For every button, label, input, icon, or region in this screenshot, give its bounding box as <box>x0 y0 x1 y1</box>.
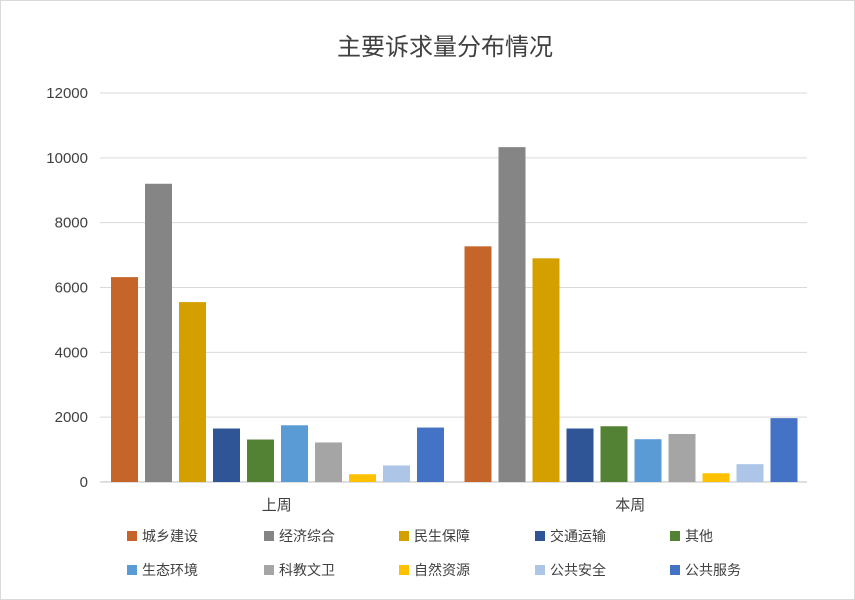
legend-swatch <box>535 565 545 575</box>
legend-swatch <box>670 565 680 575</box>
y-tick-label: 4000 <box>55 344 88 361</box>
x-axis-categories: 上周 本周 <box>262 496 646 514</box>
y-axis-ticks: 0 2000 4000 6000 8000 10000 12000 <box>46 85 88 491</box>
bar-0-3 <box>213 428 240 482</box>
legend-label: 公共服务 <box>685 563 741 579</box>
legend-label: 生态环境 <box>142 563 198 579</box>
y-tick-label: 10000 <box>46 150 88 167</box>
legend-label: 科教文卫 <box>279 563 335 579</box>
y-tick-label: 6000 <box>55 280 88 297</box>
bar-0-6 <box>315 442 342 482</box>
legend-swatch <box>127 531 137 541</box>
legend-swatch <box>399 565 409 575</box>
y-tick-label: 8000 <box>55 215 88 232</box>
legend-label: 民生保障 <box>414 529 470 545</box>
legend-swatch <box>670 531 680 541</box>
legend-swatch <box>127 565 137 575</box>
bar-0-4 <box>247 439 274 482</box>
bar-0-9 <box>417 427 444 482</box>
gridlines <box>100 92 807 483</box>
y-tick-label: 0 <box>80 474 88 491</box>
x-category-label: 本周 <box>615 496 645 514</box>
bar-0-7 <box>349 474 376 482</box>
legend-label: 自然资源 <box>414 562 470 579</box>
bar-1-1 <box>498 147 526 482</box>
bar-1-2 <box>532 258 560 482</box>
bar-1-3 <box>566 428 594 482</box>
x-category-label: 上周 <box>262 496 292 514</box>
legend-label: 其他 <box>685 529 713 545</box>
legend-label: 经济综合 <box>279 529 335 545</box>
legend-label: 公共安全 <box>550 562 606 579</box>
bar-0-1 <box>145 183 172 482</box>
legend-swatch <box>264 531 274 541</box>
bar-1-7 <box>702 473 730 482</box>
legend-swatch <box>264 565 274 575</box>
bar-1-6 <box>668 434 696 482</box>
y-tick-label: 2000 <box>55 409 88 426</box>
bar-1-4 <box>600 426 628 482</box>
bar-1-8 <box>736 464 764 482</box>
bar-0-8 <box>383 465 410 482</box>
legend-swatch <box>399 531 409 541</box>
legend-label: 交通运输 <box>550 528 606 545</box>
y-tick-label: 12000 <box>46 85 88 102</box>
legend-label: 城乡建设 <box>142 529 198 545</box>
bar-1-0 <box>464 246 492 482</box>
bar-0-2 <box>179 302 206 482</box>
bar-0-0 <box>111 277 138 482</box>
bar-0-5 <box>281 425 308 482</box>
bars <box>111 147 798 482</box>
bar-1-9 <box>770 418 798 482</box>
chart-title: 主要诉求量分布情况 <box>337 33 553 61</box>
legend-swatch <box>535 531 545 541</box>
bar-1-5 <box>634 439 662 482</box>
